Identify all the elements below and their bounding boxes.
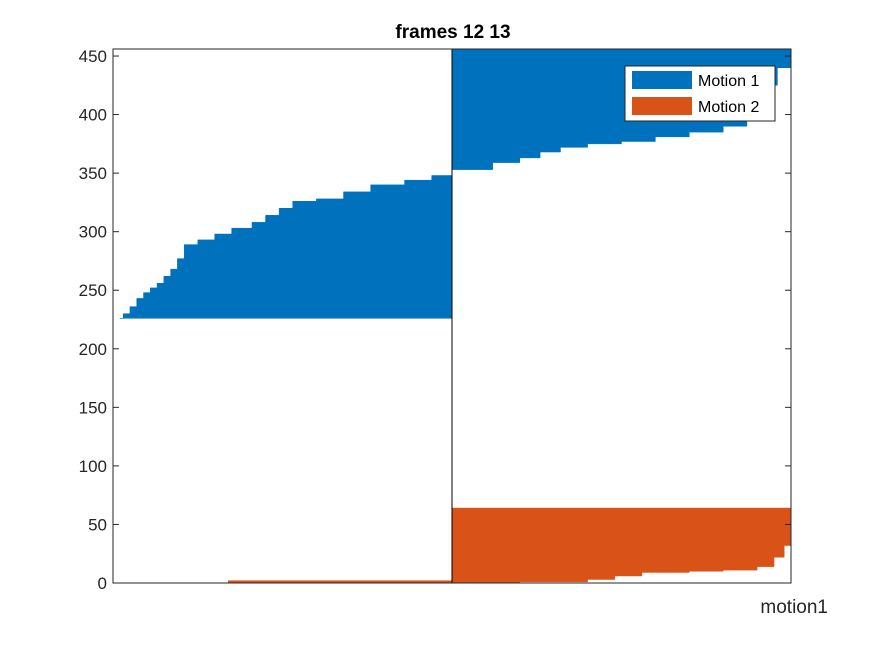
y-tick-label: 150	[79, 398, 107, 417]
y-tick-label: 400	[79, 106, 107, 125]
legend: Motion 1 Motion 2	[624, 65, 776, 122]
y-tick-label: 0	[98, 574, 107, 593]
legend-label-motion-2: Motion 2	[698, 99, 759, 116]
x-axis-label: motion1	[760, 597, 828, 618]
y-tick-label: 250	[79, 281, 107, 300]
y-tick-label: 350	[79, 164, 107, 183]
chart-title: frames 12 13	[395, 22, 510, 43]
legend-label-motion-1: Motion 1	[698, 73, 759, 90]
y-tick-label: 100	[79, 457, 107, 476]
y-tick-label: 200	[79, 340, 107, 359]
area-motion-1-region-1	[119, 169, 453, 319]
y-tick-label: 50	[88, 515, 107, 534]
legend-swatch-motion-1	[632, 71, 692, 89]
y-axis: 0 50 100 150 200 250 300 350 400 450	[79, 47, 791, 593]
y-tick-label: 300	[79, 223, 107, 242]
axes-box	[112, 48, 792, 584]
legend-swatch-motion-2	[632, 97, 692, 115]
y-tick-label: 450	[79, 47, 107, 66]
